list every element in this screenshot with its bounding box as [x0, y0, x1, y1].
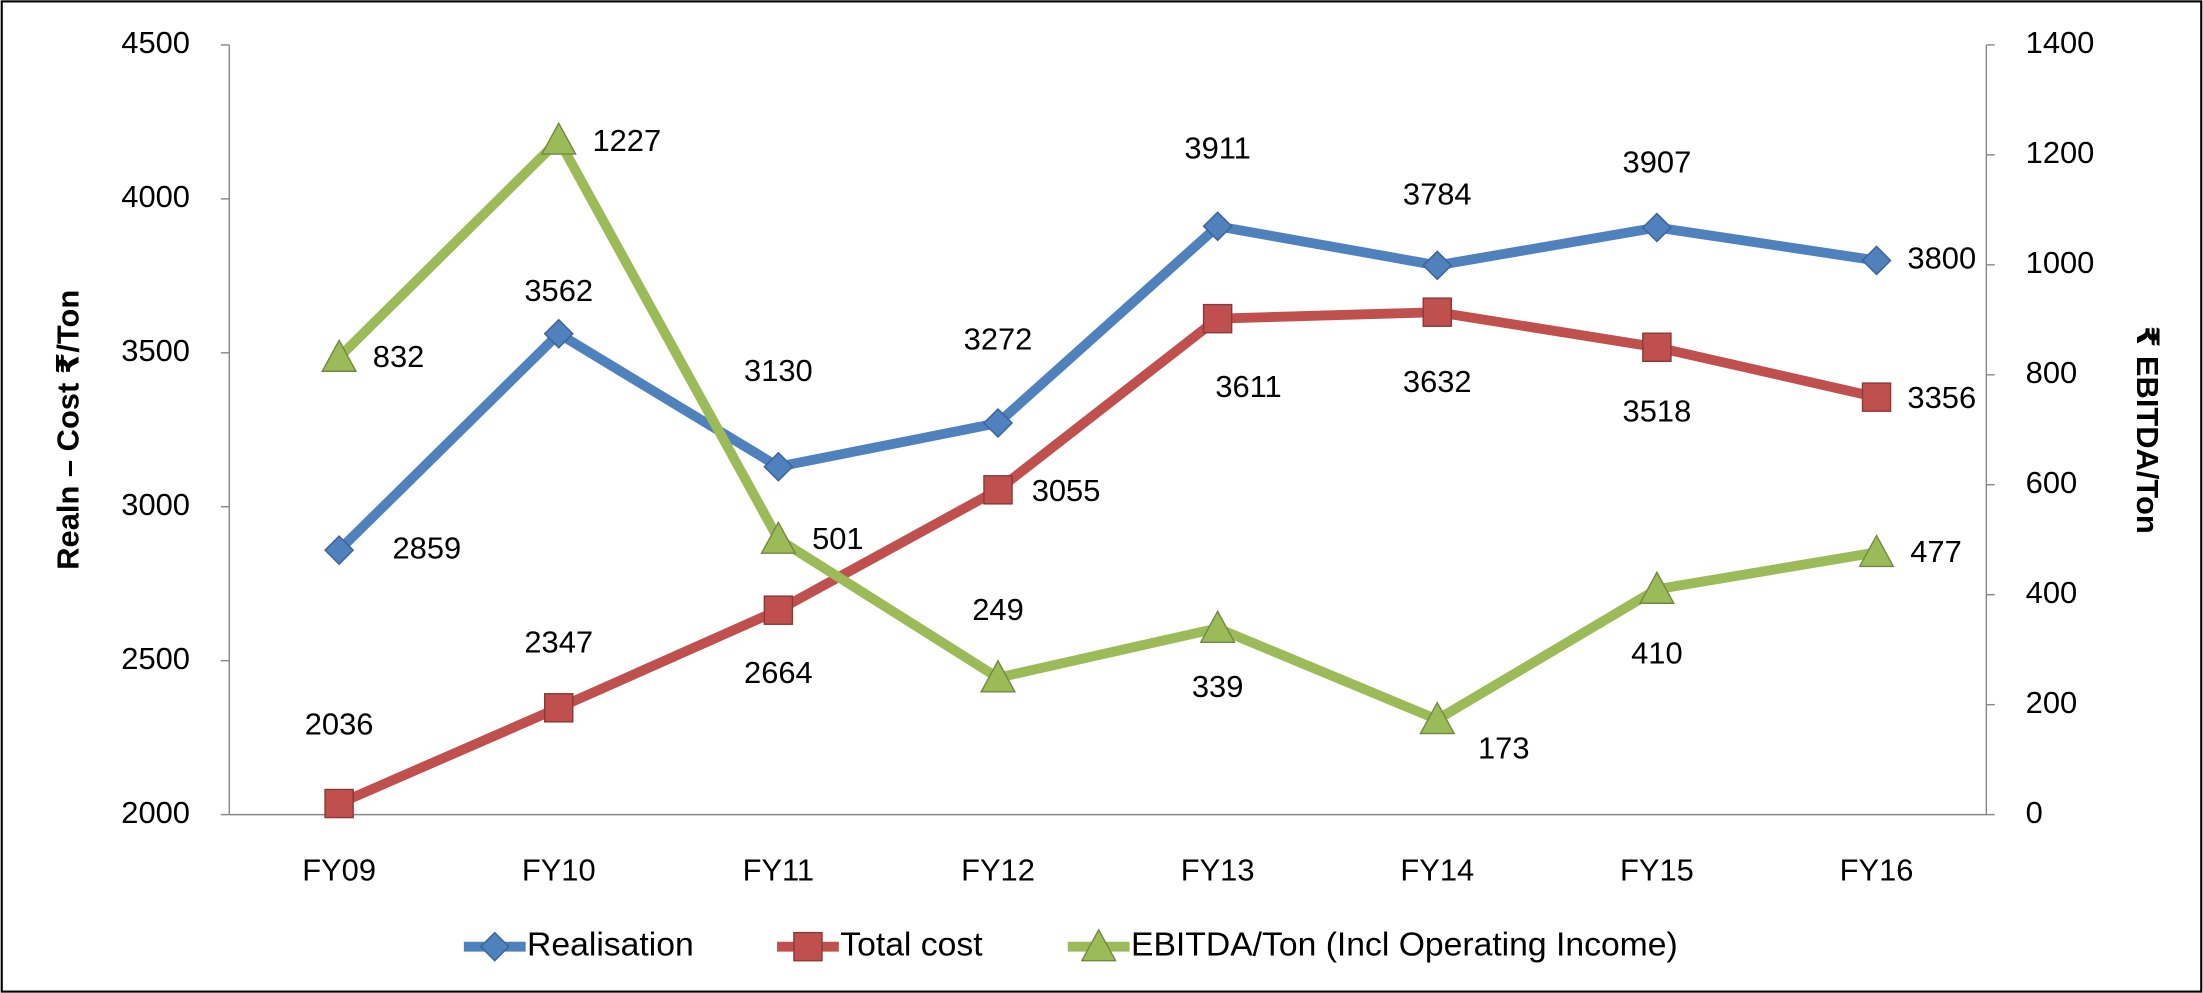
- y-tick-label: 2000: [121, 795, 190, 830]
- x-tick-label: FY14: [1400, 852, 1474, 887]
- series-line: [335, 135, 1878, 725]
- data-point: [983, 475, 1013, 505]
- data-label: 339: [1192, 669, 1244, 704]
- data-label: 1227: [592, 123, 661, 158]
- y2-tick-label: 0: [2026, 795, 2043, 830]
- data-point: [1642, 332, 1672, 363]
- y-tick-label: 3500: [121, 333, 190, 368]
- x-tick-label: FY09: [302, 852, 376, 887]
- x-tick-label: FY11: [743, 852, 815, 887]
- y-tick-label: 4000: [121, 179, 190, 214]
- data-point: [1202, 211, 1233, 242]
- data-point: [979, 659, 1017, 693]
- y2-tick-label: 1400: [2026, 25, 2095, 60]
- x-tick-label: FY16: [1840, 852, 1914, 887]
- data-label: 832: [373, 339, 425, 374]
- data-label: 3911: [1184, 131, 1250, 166]
- data-point: [1638, 570, 1675, 604]
- data-label: 3518: [1623, 393, 1692, 428]
- data-point: [324, 535, 355, 566]
- data-label: 249: [972, 592, 1024, 627]
- y2-tick-label: 1200: [2026, 135, 2095, 170]
- data-point: [324, 788, 354, 819]
- data-point: [321, 338, 358, 372]
- legend-marker: [793, 931, 823, 962]
- data-label: 3784: [1403, 177, 1472, 212]
- data-label: 2859: [392, 530, 461, 565]
- y2-tick-label: 600: [2026, 465, 2078, 500]
- y2-tick-label: 1000: [2026, 245, 2095, 280]
- data-point: [1858, 534, 1895, 568]
- data-point: [1422, 250, 1453, 281]
- x-tick-label: FY13: [1181, 852, 1255, 887]
- data-point: [1641, 212, 1672, 243]
- data-point: [763, 595, 794, 625]
- data-label: 3055: [1032, 473, 1101, 508]
- y-tick-label: 4500: [121, 25, 190, 60]
- y2-tick-label: 800: [2026, 355, 2078, 390]
- data-label: 3800: [1907, 241, 1976, 276]
- data-label: 3611: [1215, 369, 1281, 404]
- data-point: [543, 693, 574, 723]
- legend-label: Realisation: [527, 926, 694, 964]
- legend-label: Total cost: [840, 926, 983, 964]
- data-label: 173: [1478, 731, 1530, 766]
- data-label: 3907: [1623, 144, 1692, 179]
- x-tick-label: FY12: [961, 852, 1035, 887]
- data-point: [763, 451, 794, 482]
- data-point: [543, 318, 574, 349]
- legend-label: EBITDA/Ton (Incl Operating Income): [1131, 926, 1678, 964]
- data-point: [1419, 701, 1456, 735]
- x-tick-label: FY10: [522, 852, 596, 887]
- data-label: 477: [1910, 534, 1962, 569]
- series-line: [337, 307, 1878, 809]
- legend-marker: [1080, 928, 1117, 962]
- y2-axis-title: ₹ EBITDA/Ton: [2130, 326, 2165, 534]
- data-label: 501: [812, 521, 864, 556]
- data-label: 2347: [524, 625, 593, 660]
- y-tick-label: 2500: [121, 641, 190, 676]
- y-axis-title: Realn – Cost ₹/Ton: [51, 290, 86, 570]
- data-label: 3130: [744, 353, 813, 388]
- data-label: 3632: [1403, 364, 1472, 399]
- data-point: [540, 121, 577, 155]
- y2-tick-label: 400: [2026, 575, 2078, 610]
- data-point: [1202, 303, 1233, 334]
- data-point: [1199, 609, 1236, 644]
- y2-tick-label: 200: [2026, 685, 2078, 720]
- data-point: [1861, 382, 1892, 412]
- data-point: [1422, 297, 1453, 327]
- data-label: 2036: [305, 706, 374, 741]
- y-tick-label: 3000: [121, 487, 190, 522]
- data-point: [1861, 245, 1892, 276]
- x-tick-label: FY15: [1620, 852, 1694, 887]
- series-line: [335, 221, 1878, 554]
- data-point: [760, 520, 797, 554]
- legend-marker: [479, 931, 510, 962]
- data-label: 3356: [1907, 380, 1976, 415]
- data-label: 3562: [524, 273, 593, 308]
- data-label: 3272: [964, 322, 1033, 357]
- data-label: 2664: [744, 655, 813, 690]
- data-label: 410: [1631, 635, 1683, 670]
- data-point: [982, 407, 1014, 439]
